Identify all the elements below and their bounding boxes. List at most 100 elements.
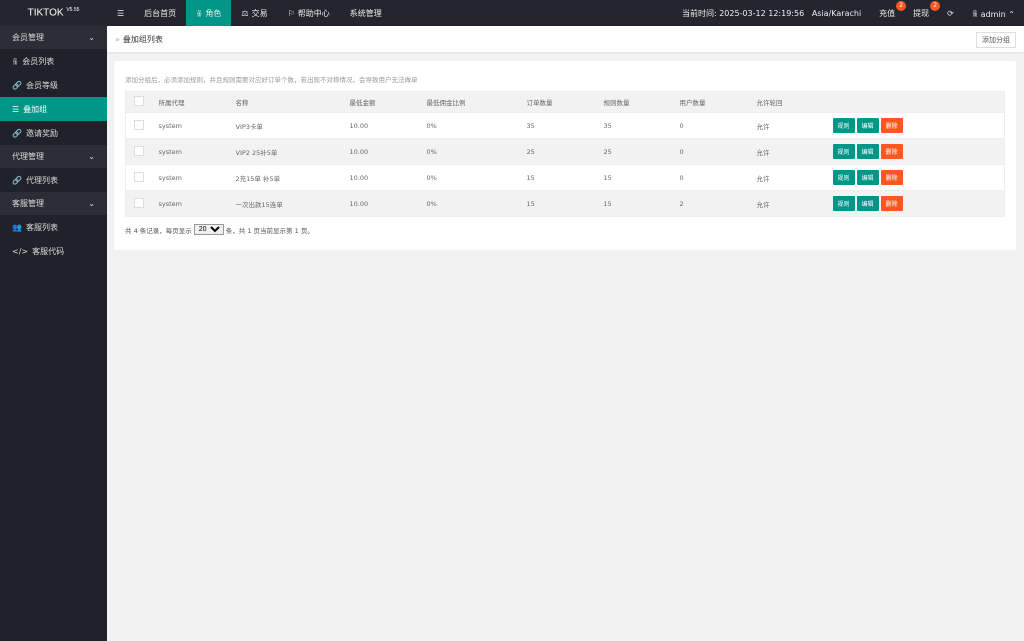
table-cell: system xyxy=(158,164,236,191)
sidebar-item-member-list[interactable]: ꆜ 会员列表 xyxy=(12,56,55,67)
table-cell: 10.00 xyxy=(349,112,427,139)
chevron-down-icon: ⌄ xyxy=(88,152,95,161)
edit-button[interactable]: 编辑 xyxy=(856,170,879,185)
column-header: 规则数量 xyxy=(603,91,680,113)
logo: TIKTOK V5.55 xyxy=(27,7,80,19)
table-cell: VIP2 25补5单 xyxy=(235,138,350,165)
scale-icon: ⚖ xyxy=(241,8,249,18)
table-cell: 35 xyxy=(603,112,680,139)
row-checkbox[interactable] xyxy=(134,197,144,208)
edit-button[interactable]: 编辑 xyxy=(856,144,879,159)
table-cell: 允许 xyxy=(756,190,833,217)
table-cell: 15 xyxy=(526,190,604,217)
table-cell: 允许 xyxy=(756,164,833,191)
column-header: 用户数量 xyxy=(679,91,757,113)
user-icon: ꆜ xyxy=(12,57,19,67)
sidebar-item-support-list[interactable]: 👥 客服列表 xyxy=(12,222,58,232)
table-cell: 0 xyxy=(679,164,757,191)
column-header: 允许轮回 xyxy=(756,91,833,113)
table-cell: 0% xyxy=(426,164,527,191)
table-cell: 15 xyxy=(603,190,680,217)
table-cell: 0% xyxy=(426,190,527,217)
table-cell: system xyxy=(158,112,236,139)
sidebar-item-invite-reward[interactable]: 🔗 邀请奖励 xyxy=(12,128,58,138)
sidebar: 会员管理 ⌄ ꆜ 会员列表 🔗 会员等级 ☰ 叠加组 🔗 邀请奖励 代理管理 ⌄ 🔗 代理列表… xyxy=(0,26,107,641)
table-row: system 2充15单 补5单 10.00 0% 15 15 0 允许 规则 编辑 删除 xyxy=(125,164,1005,191)
row-checkbox[interactable] xyxy=(134,145,144,156)
column-header: 最低佣金比例 xyxy=(426,91,527,113)
current-time: 当前时间: 2025-03-12 12:19:56 Asia/Karachi xyxy=(681,8,862,18)
select-all-checkbox[interactable] xyxy=(134,96,144,106)
table-cell: 一次出款15连单 xyxy=(235,190,350,217)
table-cell: 10.00 xyxy=(349,190,427,217)
link-icon: 🔗 xyxy=(12,128,22,138)
users-icon: 👥 xyxy=(12,222,22,232)
table-cell: 15 xyxy=(526,164,604,191)
table-cell: 0% xyxy=(426,138,527,165)
list-icon: ☰ xyxy=(12,104,20,114)
user-icon: ꆜ xyxy=(196,9,203,19)
column-header: 所属代理 xyxy=(158,91,236,113)
link-icon: 🔗 xyxy=(12,80,22,90)
user-menu[interactable]: ꆜ admin ⌃ xyxy=(971,9,1015,19)
table-cell: 10.00 xyxy=(349,164,427,191)
refresh-icon[interactable]: ⟳ xyxy=(947,8,954,18)
recharge-badge: 2 xyxy=(896,0,907,11)
nav-role[interactable]: ꆜ 角色 xyxy=(186,0,232,26)
table-cell: 0 xyxy=(679,112,757,139)
column-header: 订单数量 xyxy=(526,91,604,113)
rule-button[interactable]: 规则 xyxy=(832,196,855,211)
nav-help[interactable]: ⚐ 帮助中心 xyxy=(287,8,330,18)
table-row: system VIP2 25补5单 10.00 0% 25 25 0 允许 规则 编辑 删除 xyxy=(125,138,1005,165)
row-checkbox[interactable] xyxy=(134,171,144,182)
sidebar-item-support-code[interactable]: </> 客服代码 xyxy=(12,246,65,256)
chevron-down-icon: ⌄ xyxy=(88,33,95,42)
chevron-right-icon: » xyxy=(115,34,120,44)
sidebar-item-agent-list[interactable]: 🔗 代理列表 xyxy=(12,175,58,185)
rule-button[interactable]: 规则 xyxy=(832,118,855,133)
table-row: system VIP3卡单 10.00 0% 35 35 0 允许 规则 编辑 删除 xyxy=(125,112,1005,139)
top-nav: ☰ 后台首页 ꆜ 角色 ⚖ 交易 ⚐ 帮助中心 系统管理 xyxy=(107,0,392,26)
table-cell: 0% xyxy=(426,112,527,139)
table-cell: system xyxy=(158,190,236,217)
table-cell: 2充15单 补5单 xyxy=(235,164,350,191)
content-card: 添加分组后，必须添加规则，并且规则需要对应好订单个数，若出现不对称情况，会导致用… xyxy=(114,61,1016,250)
delete-button[interactable]: 删除 xyxy=(880,170,903,185)
nav-trade[interactable]: ⚖ 交易 xyxy=(241,8,268,18)
nav-home[interactable]: 后台首页 xyxy=(144,8,177,18)
rule-button[interactable]: 规则 xyxy=(832,144,855,159)
table-cell: 25 xyxy=(603,138,680,165)
row-checkbox[interactable] xyxy=(134,119,144,130)
delete-button[interactable]: 删除 xyxy=(880,196,903,211)
tip-text: 添加分组后，必须添加规则，并且规则需要对应好订单个数，若出现不对称情况，会导致用… xyxy=(125,76,418,84)
actions-header xyxy=(832,91,1005,113)
table-cell: 10.00 xyxy=(349,138,427,165)
page-size-select[interactable]: 20 xyxy=(193,224,224,235)
page-title: 叠加组列表 xyxy=(122,34,163,44)
delete-button[interactable]: 删除 xyxy=(880,118,903,133)
edit-button[interactable]: 编辑 xyxy=(856,196,879,211)
sidebar-group-members[interactable]: 会员管理 ⌄ xyxy=(0,26,107,49)
menu-toggle-icon[interactable]: ☰ xyxy=(117,8,125,18)
table-cell: 允许 xyxy=(756,138,833,165)
table-cell: 允许 xyxy=(756,112,833,139)
withdraw-link[interactable]: 提现 2 xyxy=(904,0,941,19)
recharge-link[interactable]: 充值 2 xyxy=(870,0,907,19)
link-icon: 🔗 xyxy=(12,175,22,185)
flag-icon: ⚐ xyxy=(287,8,295,18)
sidebar-item-stack-group[interactable]: ☰ 叠加组 xyxy=(0,97,107,121)
sidebar-group-support[interactable]: 客服管理 ⌄ xyxy=(0,192,107,215)
table-cell: 2 xyxy=(679,190,757,217)
rule-button[interactable]: 规则 xyxy=(832,170,855,185)
group-table: 所属代理 名称 最低金额 最低佣金比例 订单数量 规则数量 用户数量 允许轮回 system V… xyxy=(125,91,1005,217)
edit-button[interactable]: 编辑 xyxy=(856,118,879,133)
sidebar-item-member-level[interactable]: 🔗 会员等级 xyxy=(12,80,58,90)
nav-system[interactable]: 系统管理 xyxy=(349,8,382,18)
add-group-button[interactable]: 添加分组 xyxy=(976,32,1016,48)
table-row: system 一次出款15连单 10.00 0% 15 15 2 允许 规则 编辑 删除 xyxy=(125,190,1005,217)
column-header: 最低金额 xyxy=(349,91,427,113)
sidebar-group-agents[interactable]: 代理管理 ⌄ xyxy=(0,145,107,168)
delete-button[interactable]: 删除 xyxy=(880,144,903,159)
top-bar: TIKTOK V5.55 ☰ 后台首页 ꆜ 角色 ⚖ 交易 ⚐ 帮助中心 系统管理 当… xyxy=(0,0,1024,26)
table-cell: 35 xyxy=(526,112,604,139)
